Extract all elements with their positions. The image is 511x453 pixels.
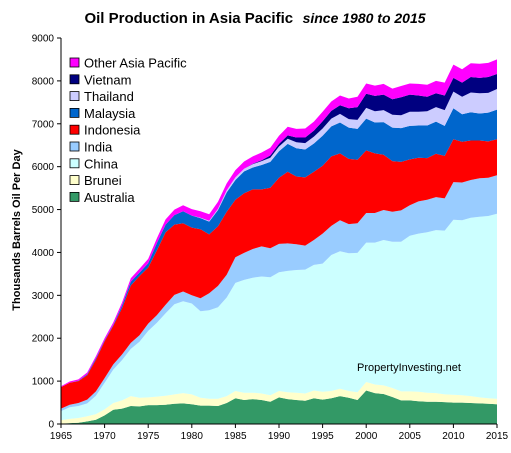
watermark: PropertyInvesting.net: [357, 362, 461, 374]
x-tick-label: 1995: [311, 431, 334, 442]
x-tick-label: 2010: [442, 431, 465, 442]
x-tick-label: 1985: [224, 431, 247, 442]
legend-label-other-asia-pacific: Other Asia Pacific: [84, 56, 187, 71]
y-tick-label: 8000: [32, 76, 55, 87]
legend-swatch-malaysia: [69, 108, 80, 118]
y-tick-label: 3000: [32, 291, 55, 302]
stacked-area-series: [61, 59, 497, 424]
legend-swatch-vietnam: [69, 74, 80, 85]
legend-label-malaysia: Malaysia: [84, 106, 136, 121]
y-axis-ticks: 0 1000 2000 3000 4000 5000 6000 7000 8000 9000: [32, 34, 61, 431]
chart-title: Oil Production in Asia Pacific since 198…: [84, 10, 425, 27]
legend-label-china: China: [84, 156, 119, 171]
y-tick-label: 7000: [32, 119, 55, 130]
chart-title-subtitle: since 1980 to 2015: [303, 10, 426, 26]
x-tick-label: 1980: [181, 431, 204, 442]
legend-swatch-australia: [69, 191, 80, 202]
y-tick-label: 6000: [32, 162, 55, 173]
y-axis-label: Thousands Barrels Oil Per Day: [11, 148, 23, 310]
y-tick-label: 5000: [32, 205, 55, 216]
x-tick-label: 1965: [50, 431, 73, 442]
y-tick-label: 2000: [32, 334, 55, 345]
legend-label-indonesia: Indonesia: [84, 123, 141, 138]
area-series-thailand: [61, 89, 497, 388]
legend-label-australia: Australia: [84, 190, 135, 205]
x-tick-label: 2005: [399, 431, 422, 442]
x-tick-label: 1990: [268, 431, 291, 442]
area-series-india: [61, 175, 497, 412]
svg-text:Oil Production in Asia Pacific: Oil Production in Asia Pacific since 198…: [84, 10, 425, 27]
area-series-malaysia: [61, 108, 497, 388]
x-tick-label: 2000: [355, 431, 378, 442]
chart-title-main: Oil Production in Asia Pacific: [84, 10, 293, 27]
legend-label-india: India: [84, 140, 113, 155]
x-tick-label: 2015: [486, 431, 509, 442]
area-series-australia: [61, 390, 497, 424]
area-series-brunei: [61, 382, 497, 424]
x-axis-ticks: 1965 1970 1975 1980 1985 1990 1995 2000 2005 2010…: [50, 424, 509, 442]
x-tick-label: 1975: [137, 431, 160, 442]
legend-label-thailand: Thailand: [84, 89, 134, 104]
legend-swatch-indonesia: [69, 124, 80, 135]
y-tick-label: 1000: [32, 377, 55, 388]
legend-swatch-india: [69, 141, 80, 152]
legend-swatch-china: [69, 158, 80, 169]
area-series-indonesia: [61, 139, 497, 409]
legend-swatch-thailand: [69, 91, 80, 101]
area-series-china: [61, 213, 497, 421]
y-tick-label: 9000: [32, 34, 55, 45]
x-tick-label: 1970: [93, 431, 116, 442]
y-tick-label: 0: [48, 420, 54, 431]
legend-label-brunei: Brunei: [84, 173, 122, 188]
legend-swatch-other-asia-pacific: [69, 57, 80, 68]
legend-swatch-brunei: [69, 175, 80, 186]
legend-label-vietnam: Vietnam: [84, 72, 131, 87]
y-tick-label: 4000: [32, 248, 55, 259]
